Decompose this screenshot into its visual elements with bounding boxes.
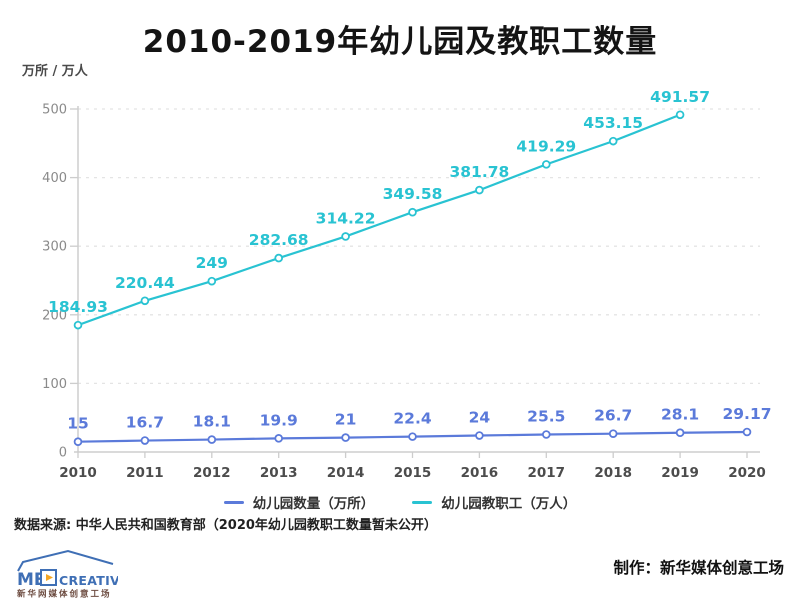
data-point: [274, 434, 284, 443]
data-point-label: 282.68: [249, 231, 309, 249]
legend-label-staff-count: 幼儿园教职工（万人）: [441, 496, 577, 512]
logo-play-triangle-icon: [46, 574, 53, 581]
data-point: [140, 436, 150, 445]
legend-swatch-blue-icon: [223, 500, 244, 504]
logo-brand-right: CREATIVE: [59, 573, 118, 588]
x-tick-label: 2016: [461, 465, 499, 481]
logo-subtitle: 新华网媒体创意工场: [17, 589, 112, 599]
data-point: [541, 430, 551, 439]
y-tick-label: 200: [42, 308, 67, 323]
data-point-label: 22.4: [393, 410, 431, 428]
axis-unit-label: 万所 / 万人: [22, 64, 88, 79]
y-tick-label: 0: [59, 446, 67, 461]
x-tick-label: 2010: [59, 465, 97, 481]
data-point-label: 21: [335, 411, 357, 429]
data-point-label: 28.1: [661, 406, 699, 424]
data-point-label: 249: [196, 254, 228, 272]
data-point: [274, 253, 284, 263]
y-tick-label: 100: [42, 377, 67, 392]
data-point: [608, 429, 618, 438]
data-point-label: 491.57: [650, 88, 710, 106]
x-tick-label: 2019: [661, 465, 699, 481]
x-tick-label: 2020: [728, 465, 766, 481]
data-point-label: 184.93: [48, 298, 108, 316]
chart-legend: 幼儿园数量（万所） 幼儿园教职工（万人）: [0, 492, 800, 512]
data-point-label: 314.22: [316, 209, 376, 227]
x-tick-label: 2014: [327, 465, 365, 481]
data-point-label: 220.44: [115, 274, 175, 292]
credit-line: 制作：新华媒体创意工场: [613, 559, 784, 577]
logo-brand-left: ME: [17, 570, 46, 590]
data-point: [475, 185, 484, 195]
data-point: [341, 232, 350, 241]
data-point: [408, 207, 417, 217]
legend-label-kindergarten-count: 幼儿园数量（万所）: [252, 496, 375, 512]
data-point-label: 453.15: [583, 114, 643, 132]
data-point: [608, 136, 618, 146]
source-note: 数据来源: 中华人民共和国教育部（2020年幼儿园教职工数量暂未公开）: [14, 518, 437, 533]
data-point: [207, 435, 217, 444]
data-point: [675, 110, 685, 120]
data-point-label: 349.58: [383, 185, 443, 203]
x-tick-label: 2017: [528, 465, 566, 481]
data-point-label: 26.7: [594, 407, 632, 425]
data-point: [207, 276, 217, 286]
med-creative-logo: ME CREATIVE 新华网媒体创意工场: [17, 549, 118, 599]
x-tick-label: 2011: [126, 465, 164, 481]
chart-title: 2010-2019年幼儿园及教职工数量: [142, 24, 658, 60]
legend-item-staff-count: 幼儿园教职工（万人）: [412, 492, 576, 512]
data-point-label: 29.17: [722, 405, 771, 423]
data-point: [140, 296, 150, 306]
data-point: [541, 160, 551, 169]
legend-swatch-teal-icon: [412, 500, 433, 504]
logo-roof-icon: [17, 549, 114, 572]
legend-item-kindergarten-count: 幼儿园数量（万所）: [223, 492, 375, 512]
data-point: [742, 427, 752, 437]
y-tick-label: 300: [42, 240, 67, 255]
data-point-label: 24: [469, 409, 491, 427]
x-tick-label: 2015: [394, 465, 432, 481]
y-tick-label: 500: [42, 103, 67, 118]
data-point: [73, 437, 83, 447]
data-point-label: 419.29: [516, 137, 576, 155]
data-point-label: 18.1: [193, 413, 231, 431]
data-point: [475, 431, 484, 440]
data-point-label: 16.7: [126, 414, 164, 432]
data-point-label: 19.9: [260, 411, 298, 429]
y-tick-label: 400: [42, 171, 67, 186]
data-point: [73, 320, 83, 330]
series-line: [76, 113, 682, 327]
data-point-label: 25.5: [527, 408, 565, 426]
data-point: [675, 428, 685, 438]
x-tick-label: 2018: [594, 465, 632, 481]
data-point: [408, 432, 417, 441]
data-point-label: 15: [67, 415, 89, 433]
x-tick-label: 2013: [260, 465, 298, 481]
data-point-label: 381.78: [449, 163, 509, 181]
data-point: [341, 433, 350, 442]
x-tick-label: 2012: [193, 465, 231, 481]
